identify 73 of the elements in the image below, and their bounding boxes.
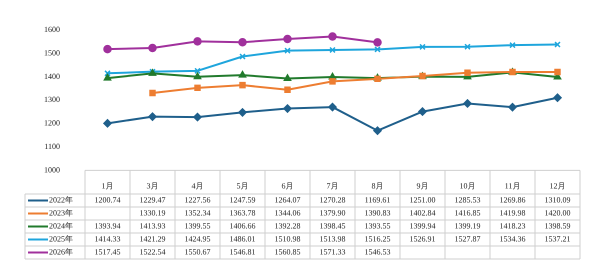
- data-label: 1546.81: [230, 248, 256, 257]
- y-tick-label: 1400: [44, 72, 60, 81]
- data-label: 1510.98: [274, 234, 300, 244]
- legend-label: 2022年: [49, 196, 73, 205]
- data-label: 1352.34: [184, 208, 210, 218]
- data-label: 1546.53: [364, 248, 390, 257]
- data-label: 1393.94: [94, 222, 120, 231]
- data-label: 1169.61: [364, 196, 390, 205]
- y-tick-label: 1600: [44, 24, 60, 34]
- data-label: 1269.86: [500, 196, 526, 205]
- data-label: 1420.00: [544, 208, 570, 218]
- y-tick-label: 1300: [44, 95, 60, 104]
- x-tick-label: 5月: [236, 181, 248, 190]
- data-label: 1517.45: [94, 248, 120, 257]
- x-tick-label: 12月: [550, 181, 566, 190]
- data-label: 1527.87: [454, 234, 480, 244]
- data-label: 1264.07: [274, 196, 300, 205]
- y-tick-label: 1000: [44, 165, 60, 174]
- data-label: 1392.28: [274, 222, 300, 231]
- data-label: 1419.98: [500, 208, 526, 218]
- data-label: 1537.21: [544, 234, 570, 244]
- data-label: 1200.74: [94, 196, 120, 205]
- data-label: 1414.33: [94, 234, 120, 244]
- data-label: 1424.95: [184, 234, 210, 244]
- y-tick-label: 1500: [44, 48, 60, 58]
- data-label: 1526.91: [410, 234, 436, 244]
- data-label: 1363.78: [230, 208, 256, 218]
- data-label: 1270.28: [320, 196, 346, 205]
- data-label: 1330.19: [140, 208, 166, 218]
- data-label: 1398.59: [544, 222, 570, 231]
- data-label: 1513.98: [320, 234, 346, 244]
- data-label: 1398.45: [320, 222, 346, 231]
- data-label: 1571.33: [320, 248, 346, 257]
- data-label: 1516.25: [364, 234, 390, 244]
- data-label: 1344.06: [274, 208, 300, 218]
- y-tick-label: 1200: [44, 118, 60, 128]
- x-tick-label: 6月: [282, 181, 294, 190]
- legend-label: 2025年: [49, 234, 73, 244]
- data-label: 1310.09: [544, 196, 570, 205]
- data-label: 1522.54: [140, 248, 166, 257]
- legend-label: 2024年: [49, 222, 73, 231]
- legend-label: 2023年: [49, 208, 73, 218]
- data-label: 1251.00: [410, 196, 436, 205]
- data-label: 1416.85: [454, 208, 480, 218]
- data-label: 1421.29: [140, 234, 166, 244]
- data-label: 1560.85: [274, 248, 300, 257]
- data-label: 1227.56: [184, 196, 210, 205]
- x-tick-label: 11月: [504, 181, 520, 190]
- data-label: 1229.47: [140, 196, 166, 205]
- data-label: 1399.55: [184, 222, 210, 231]
- data-label: 1413.93: [140, 222, 166, 231]
- x-tick-label: 7月: [326, 181, 338, 190]
- data-label: 1402.84: [410, 208, 436, 218]
- data-label: 1390.83: [364, 208, 390, 218]
- data-label: 1550.67: [184, 248, 210, 257]
- data-label: 1406.66: [230, 222, 256, 231]
- x-tick-label: 8月: [372, 181, 384, 190]
- data-label: 1534.36: [500, 234, 526, 244]
- x-tick-label: 4月: [192, 181, 204, 190]
- x-tick-label: 1月: [102, 181, 114, 190]
- data-label: 1285.53: [454, 196, 480, 205]
- data-label: 1399.94: [410, 222, 436, 231]
- x-tick-label: 3月: [146, 181, 158, 190]
- data-label: 1393.55: [364, 222, 390, 231]
- data-label: 1247.59: [230, 196, 256, 205]
- x-tick-label: 10月: [460, 181, 476, 190]
- y-tick-label: 1100: [44, 142, 60, 152]
- data-label: 1379.90: [320, 208, 346, 218]
- data-label: 1399.19: [454, 222, 480, 231]
- data-label: 1486.01: [230, 234, 256, 244]
- data-label: 1418.23: [500, 222, 526, 231]
- x-tick-label: 9月: [416, 181, 428, 190]
- legend-label: 2026年: [49, 248, 73, 257]
